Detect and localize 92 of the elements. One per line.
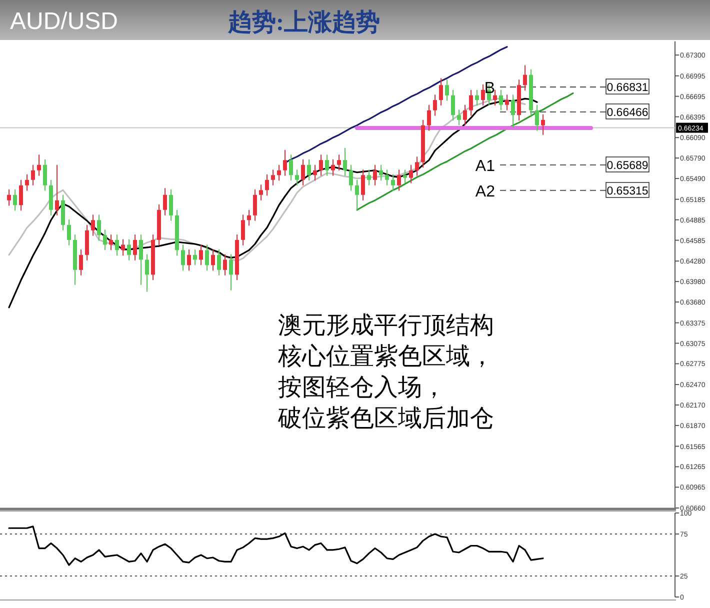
candlestick (511, 94, 515, 129)
candlestick (121, 238, 125, 256)
candlestick (415, 156, 419, 176)
candlestick (505, 94, 509, 111)
annotation: A2 (475, 183, 496, 200)
candlestick (19, 179, 23, 212)
candlestick (103, 229, 107, 251)
candlestick (349, 164, 353, 192)
candlestick (115, 234, 119, 256)
candlestick (145, 254, 149, 292)
candlestick (13, 188, 17, 212)
candlestick (253, 188, 257, 222)
chart-title: AUD/USD (10, 8, 118, 35)
candlestick (445, 79, 449, 102)
candlestick (217, 248, 221, 276)
candlestick (535, 104, 539, 132)
candlestick (397, 169, 401, 192)
candlestick (427, 104, 431, 132)
candlestick (277, 164, 281, 182)
ref-line-label: 0.65689 (606, 160, 648, 172)
candlestick (307, 158, 311, 182)
candlestick (301, 158, 305, 186)
candlestick (37, 154, 41, 176)
ref-line-label: 0.65315 (606, 185, 648, 198)
candlestick (109, 234, 113, 251)
candlestick (91, 214, 95, 236)
candlestick (295, 169, 299, 186)
candlestick (193, 248, 197, 266)
candlestick (475, 89, 479, 106)
candlestick (169, 188, 173, 222)
candlestick (199, 244, 203, 266)
candlestick (469, 89, 473, 116)
chart-subtitle: 趋势:上涨趋势 (227, 9, 380, 36)
candlestick (337, 154, 341, 171)
annotation: 破位紫色区域后加仓 (277, 406, 494, 432)
candlestick (541, 114, 545, 136)
candlestick (133, 234, 137, 261)
candlestick (379, 164, 383, 182)
candlestick (325, 154, 329, 176)
annotation: 按图轻仓入场， (278, 374, 446, 401)
candlestick (205, 244, 209, 272)
candlestick (211, 248, 215, 272)
candlestick (373, 164, 377, 186)
candlestick (403, 169, 407, 184)
candlestick (361, 169, 365, 201)
candlestick (439, 78, 443, 106)
candlestick (271, 169, 275, 186)
candlestick (319, 154, 323, 176)
candlestick (67, 218, 71, 246)
candlestick (463, 104, 467, 126)
candlestick (31, 164, 35, 186)
candlestick (25, 174, 29, 192)
candlestick (79, 248, 83, 276)
candlestick (433, 94, 437, 116)
candlestick (43, 158, 47, 192)
annotation: A1 (475, 158, 496, 175)
candlestick (283, 149, 287, 176)
ref-line-label: 0.66831 (606, 82, 648, 94)
candlestick (451, 89, 455, 122)
candlestick (223, 254, 227, 276)
candlestick (355, 179, 359, 210)
candlestick (127, 238, 131, 261)
candlestick (391, 174, 395, 192)
candlestick (163, 188, 167, 216)
candlestick (313, 164, 317, 182)
candlestick (259, 184, 263, 201)
candlestick (289, 154, 293, 182)
candlestick (247, 209, 251, 226)
candlestick (493, 89, 497, 106)
candlestick (385, 169, 389, 186)
annotation: 核心位置紫色区域， (277, 343, 494, 370)
candlestick (229, 254, 233, 291)
candlestick (181, 244, 185, 272)
line-series (356, 92, 574, 211)
candlestick (187, 248, 191, 272)
candlestick (481, 84, 485, 106)
candlestick (7, 188, 11, 206)
candlestick (97, 214, 101, 242)
candlestick (343, 147, 347, 176)
candlestick (409, 164, 413, 184)
candlestick (265, 174, 269, 196)
annotation: 澳元形成平行顶结构 (278, 313, 494, 339)
candlestick (367, 169, 371, 186)
line-series (8, 526, 544, 566)
candlestick (499, 89, 503, 111)
candlestick (241, 214, 245, 246)
candlestick (55, 164, 59, 216)
candlestick (523, 64, 527, 92)
candlestick (457, 109, 461, 126)
candlestick (139, 234, 143, 286)
candlestick (331, 158, 335, 176)
ref-line-label: 0.66466 (606, 106, 648, 119)
